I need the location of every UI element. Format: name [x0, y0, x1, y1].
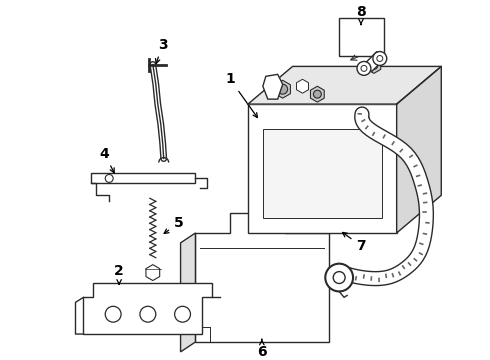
Text: 6: 6 [257, 339, 267, 359]
Bar [91, 174, 196, 183]
Polygon shape [263, 75, 283, 99]
Text: 5: 5 [164, 216, 183, 234]
Circle shape [333, 271, 345, 283]
Text: 3: 3 [155, 37, 168, 63]
Circle shape [105, 175, 113, 183]
Polygon shape [362, 51, 382, 71]
Circle shape [140, 306, 156, 322]
Polygon shape [181, 233, 196, 352]
Text: 7: 7 [343, 233, 366, 253]
Bar [263, 129, 382, 218]
Text: 4: 4 [99, 147, 114, 173]
Circle shape [373, 51, 387, 66]
Circle shape [174, 306, 191, 322]
Circle shape [370, 62, 378, 69]
Circle shape [357, 62, 371, 75]
Polygon shape [83, 283, 212, 334]
Circle shape [278, 84, 288, 94]
Circle shape [325, 264, 353, 292]
Text: 8: 8 [356, 5, 366, 24]
Circle shape [314, 90, 321, 98]
Bar [248, 104, 397, 233]
Polygon shape [196, 213, 329, 342]
Circle shape [377, 55, 383, 62]
Text: 1: 1 [225, 72, 257, 117]
Bar [339, 18, 384, 55]
Circle shape [105, 306, 121, 322]
Text: 2: 2 [114, 264, 124, 284]
Circle shape [361, 66, 367, 71]
Polygon shape [248, 66, 441, 104]
Polygon shape [397, 66, 441, 233]
